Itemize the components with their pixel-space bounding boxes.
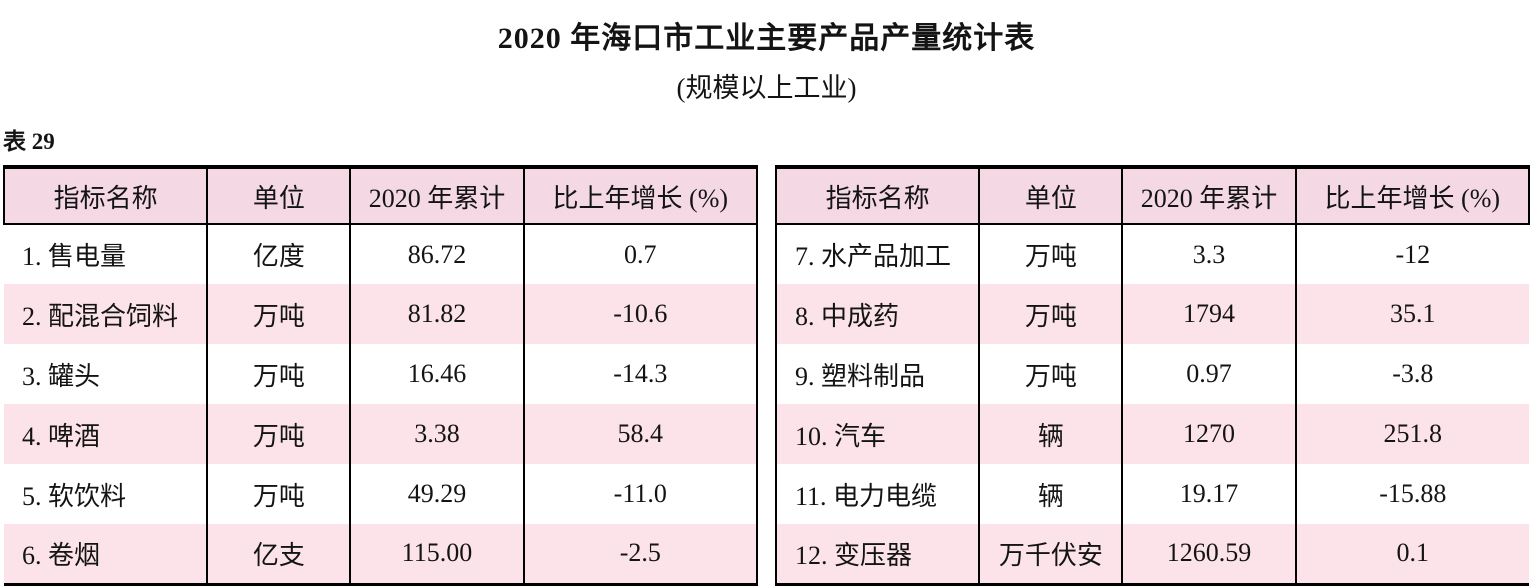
table-row: 1. 售电量 亿度 86.72 0.7 [4, 224, 759, 284]
unit-cell: 万吨 [978, 284, 1124, 344]
growth-cell: 35.1 [1294, 284, 1529, 344]
unit-cell: 万千伏安 [978, 524, 1124, 586]
growth-cell: -15.88 [1294, 464, 1529, 524]
indicator-cell: 1. 售电量 [4, 224, 209, 284]
unit-cell: 辆 [978, 404, 1124, 464]
table-row: 12. 变压器 万千伏安 1260.59 0.1 [774, 524, 1529, 586]
indicator-cell: 3. 罐头 [4, 344, 209, 404]
value-cell: 81.82 [349, 284, 525, 344]
value-cell: 19.17 [1121, 464, 1297, 524]
indicator-cell: 5. 软饮料 [4, 464, 209, 524]
unit-cell: 万吨 [978, 224, 1124, 284]
table-row: 7. 水产品加工 万吨 3.3 -12 [774, 224, 1529, 284]
column-header-unit: 单位 [206, 165, 352, 225]
table-number-label: 表 29 [3, 129, 55, 154]
table-row: 10. 汽车 辆 1270 251.8 [774, 404, 1529, 464]
unit-cell: 亿支 [206, 524, 352, 586]
column-header-cumulative: 2020 年累计 [1121, 165, 1297, 225]
table-row: 4. 啤酒 万吨 3.38 58.4 [4, 404, 759, 464]
statistics-table-pair: 指标名称 单位 2020 年累计 比上年增长 (%) 1. 售电量 亿度 86.… [0, 165, 1533, 586]
column-header-growth: 比上年增长 (%) [522, 165, 759, 225]
growth-cell: -3.8 [1294, 344, 1529, 404]
value-cell: 1794 [1121, 284, 1297, 344]
value-cell: 86.72 [349, 224, 525, 284]
value-cell: 1270 [1121, 404, 1297, 464]
growth-cell: 58.4 [522, 404, 759, 464]
value-cell: 115.00 [349, 524, 525, 586]
column-header-indicator: 指标名称 [2, 165, 209, 225]
page-title: 2020 年海口市工业主要产品产量统计表 [497, 22, 1036, 55]
unit-cell: 亿度 [206, 224, 352, 284]
column-header-growth: 比上年增长 (%) [1294, 165, 1531, 225]
table-row: 6. 卷烟 亿支 115.00 -2.5 [4, 524, 759, 586]
header-row: 指标名称 单位 2020 年累计 比上年增长 (%) [2, 165, 759, 225]
table-row: 11. 电力电缆 辆 19.17 -15.88 [774, 464, 1529, 524]
indicator-cell: 11. 电力电缆 [774, 464, 981, 524]
indicator-cell: 8. 中成药 [774, 284, 981, 344]
indicator-cell: 6. 卷烟 [4, 524, 209, 586]
growth-cell: -10.6 [522, 284, 759, 344]
growth-cell: -2.5 [522, 524, 759, 586]
unit-cell: 万吨 [206, 464, 352, 524]
growth-cell: -14.3 [522, 344, 759, 404]
growth-cell: 0.7 [522, 224, 759, 284]
header-row: 指标名称 单位 2020 年累计 比上年增长 (%) [774, 165, 1531, 225]
stat-table-left: 指标名称 单位 2020 年累计 比上年增长 (%) 1. 售电量 亿度 86.… [2, 165, 759, 586]
column-header-cumulative: 2020 年累计 [349, 165, 525, 225]
unit-cell: 万吨 [206, 404, 352, 464]
value-cell: 3.3 [1121, 224, 1297, 284]
indicator-cell: 4. 啤酒 [4, 404, 209, 464]
column-header-unit: 单位 [978, 165, 1124, 225]
table-row: 3. 罐头 万吨 16.46 -14.3 [4, 344, 759, 404]
column-header-indicator: 指标名称 [774, 165, 981, 225]
value-cell: 16.46 [349, 344, 525, 404]
indicator-cell: 9. 塑料制品 [774, 344, 981, 404]
growth-cell: -11.0 [522, 464, 759, 524]
growth-cell: -12 [1294, 224, 1529, 284]
unit-cell: 万吨 [206, 344, 352, 404]
page-subtitle: (规模以上工业) [676, 73, 857, 103]
table-row: 5. 软饮料 万吨 49.29 -11.0 [4, 464, 759, 524]
growth-cell: 0.1 [1294, 524, 1529, 586]
value-cell: 49.29 [349, 464, 525, 524]
unit-cell: 万吨 [978, 344, 1124, 404]
indicator-cell: 7. 水产品加工 [774, 224, 981, 284]
value-cell: 0.97 [1121, 344, 1297, 404]
indicator-cell: 12. 变压器 [774, 524, 981, 586]
indicator-cell: 2. 配混合饲料 [4, 284, 209, 344]
unit-cell: 辆 [978, 464, 1124, 524]
table-row: 2. 配混合饲料 万吨 81.82 -10.6 [4, 284, 759, 344]
table-row: 9. 塑料制品 万吨 0.97 -3.8 [774, 344, 1529, 404]
value-cell: 1260.59 [1121, 524, 1297, 586]
value-cell: 3.38 [349, 404, 525, 464]
unit-cell: 万吨 [206, 284, 352, 344]
growth-cell: 251.8 [1294, 404, 1529, 464]
table-row: 8. 中成药 万吨 1794 35.1 [774, 284, 1529, 344]
indicator-cell: 10. 汽车 [774, 404, 981, 464]
stat-table-right: 指标名称 单位 2020 年累计 比上年增长 (%) 7. 水产品加工 万吨 3… [774, 165, 1531, 586]
